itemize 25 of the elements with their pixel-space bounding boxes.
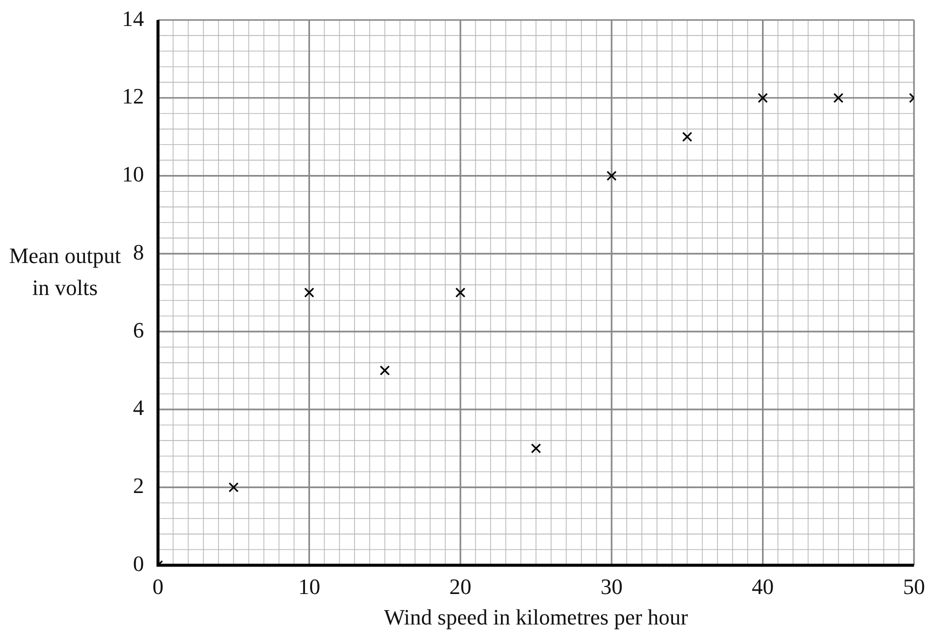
point <box>606 170 617 181</box>
y-tick-label: 12 <box>122 84 144 109</box>
x-tick-label: 20 <box>449 574 472 600</box>
y-tick-label: 8 <box>133 239 144 264</box>
x-tick-label: 50 <box>903 574 925 600</box>
point <box>758 92 768 103</box>
x-tick-label: 10 <box>298 574 320 600</box>
point <box>530 443 542 454</box>
x-tick-label: 30 <box>600 574 623 600</box>
y-tick-label: 0 <box>133 550 144 576</box>
point <box>304 288 314 298</box>
x-axis-title: Wind speed in kilometres per hour <box>384 604 689 630</box>
y-tick-label: 14 <box>122 6 144 31</box>
y-tick-label: 2 <box>133 473 144 498</box>
x-tick-label: 40 <box>752 574 774 600</box>
point <box>455 288 466 298</box>
y-tick-label: 6 <box>133 317 144 342</box>
y-tick-label: 4 <box>133 395 144 420</box>
y-axis-title: Mean output in volts <box>8 242 122 302</box>
point <box>380 365 390 376</box>
point <box>682 132 692 142</box>
x-tick-label: 0 <box>152 574 164 600</box>
point <box>833 92 844 103</box>
point <box>228 482 239 492</box>
y-tick-label: 10 <box>122 162 144 187</box>
